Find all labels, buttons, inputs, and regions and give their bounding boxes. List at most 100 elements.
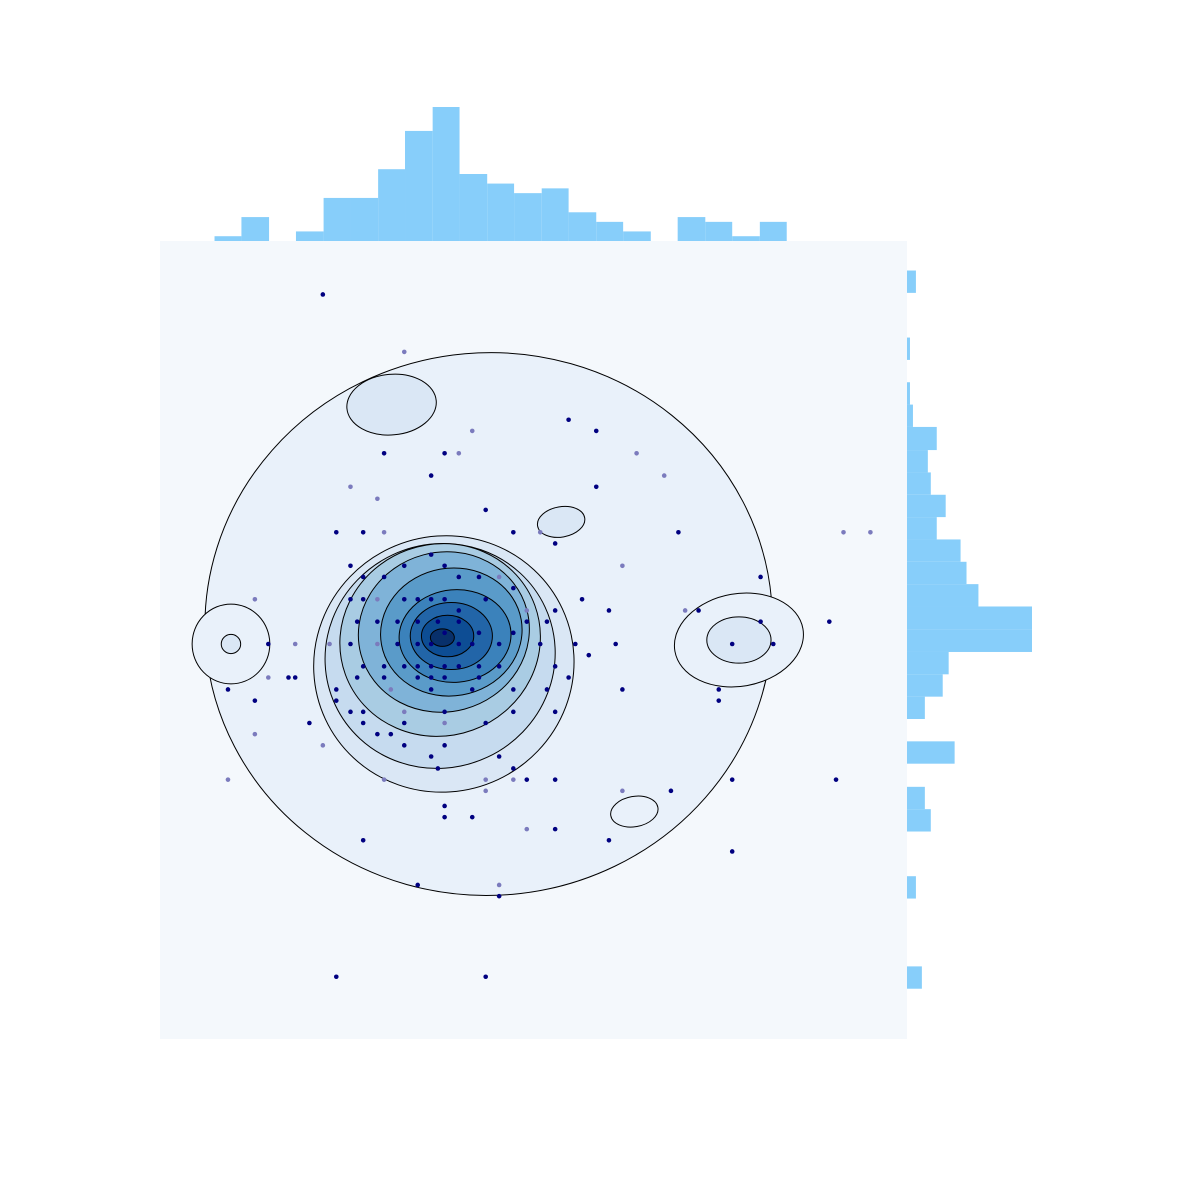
scatter-point [333, 974, 339, 980]
scatter-points [225, 292, 873, 980]
scatter-point [428, 687, 434, 692]
scatter-point [360, 709, 366, 715]
scatter-point [524, 777, 530, 782]
scatter-point [442, 630, 447, 636]
scatter-point [476, 574, 482, 580]
scatter-point [469, 428, 475, 434]
x-histogram-bar [732, 236, 760, 241]
scatter-point [524, 619, 530, 624]
scatter-point [360, 529, 366, 535]
scatter-point [496, 574, 502, 580]
x-histogram-bar [323, 197, 351, 241]
x-histogram-bar [541, 188, 569, 241]
scatter-point [682, 608, 688, 613]
scatter-point [661, 473, 667, 478]
scatter-point [552, 541, 558, 546]
scatter-point [292, 675, 298, 680]
scatter-point [511, 766, 516, 771]
x-histogram-bar [459, 174, 488, 241]
scatter-point [620, 563, 625, 569]
scatter-point [360, 720, 366, 726]
scatter-point [415, 882, 421, 888]
scatter-point [469, 687, 475, 692]
scatter-point [456, 619, 462, 624]
scatter-point [266, 675, 271, 680]
scatter-point [620, 687, 625, 692]
x-histogram-bar [487, 183, 515, 241]
scatter-point [252, 731, 258, 737]
scatter-point [428, 597, 434, 602]
scatter-point [225, 687, 231, 692]
scatter-point [442, 709, 447, 715]
scatter-point [456, 574, 462, 580]
y-histogram-bar [907, 606, 1032, 630]
scatter-point [770, 641, 776, 647]
scatter-point [333, 529, 339, 535]
scatter-point [620, 788, 625, 794]
scatter-point [483, 507, 488, 513]
scatter-point [375, 496, 380, 502]
scatter-point [544, 619, 550, 624]
scatter-point [496, 882, 502, 888]
scatter-point [586, 652, 592, 658]
scatter-point [401, 743, 407, 748]
y-histogram-bar [907, 809, 931, 832]
x-histogram-bar [568, 212, 597, 241]
scatter-point [496, 893, 502, 899]
scatter-point [381, 574, 387, 580]
scatter-point [375, 597, 380, 602]
scatter-point [552, 777, 558, 782]
scatter-point [537, 529, 543, 535]
scatter-point [442, 450, 447, 456]
y-histogram-bar [907, 696, 925, 720]
scatter-point [716, 698, 722, 703]
scatter-point [511, 709, 516, 715]
scatter-point [360, 837, 366, 843]
scatter-point [388, 731, 394, 737]
y-histogram-bar [907, 337, 910, 360]
scatter-point [348, 641, 353, 647]
density-contour-level-2 [220, 633, 242, 655]
scatter-point [613, 641, 618, 647]
x-histogram-bar [350, 197, 379, 241]
scatter-point [348, 709, 353, 715]
scatter-point [483, 788, 488, 794]
scatter-point [381, 675, 387, 680]
y-histogram-bar [907, 382, 910, 405]
scatter-point [442, 563, 447, 569]
scatter-point [456, 641, 462, 647]
y-histogram-bar [907, 674, 943, 697]
scatter-point [348, 484, 353, 490]
scatter-point [511, 687, 516, 692]
scatter-point [456, 608, 462, 613]
scatter-point [442, 743, 447, 748]
scatter-point [469, 641, 475, 647]
scatter-point [524, 826, 530, 832]
scatter-point [415, 619, 421, 624]
scatter-point [729, 777, 735, 782]
scatter-point [476, 630, 482, 636]
scatter-point [415, 641, 421, 647]
scatter-point [868, 529, 873, 535]
scatter-point [388, 687, 394, 692]
scatter-point [401, 597, 407, 602]
scatter-point [354, 675, 360, 680]
scatter-point [833, 777, 839, 782]
scatter-point [483, 597, 488, 602]
scatter-point [307, 720, 312, 726]
scatter-point [456, 450, 462, 456]
scatter-point [544, 687, 550, 692]
scatter-point [552, 709, 558, 715]
scatter-point [511, 777, 516, 782]
scatter-point [428, 754, 434, 759]
scatter-point [360, 574, 366, 580]
scatter-point [676, 529, 681, 535]
x-histogram-bar [295, 231, 324, 241]
scatter-point [333, 698, 339, 703]
y-histogram-bar [907, 494, 946, 518]
scatter-point [395, 619, 400, 624]
scatter-point [442, 814, 447, 820]
scatter-point [375, 619, 380, 624]
scatter-point [511, 529, 516, 535]
scatter-point [375, 731, 380, 737]
